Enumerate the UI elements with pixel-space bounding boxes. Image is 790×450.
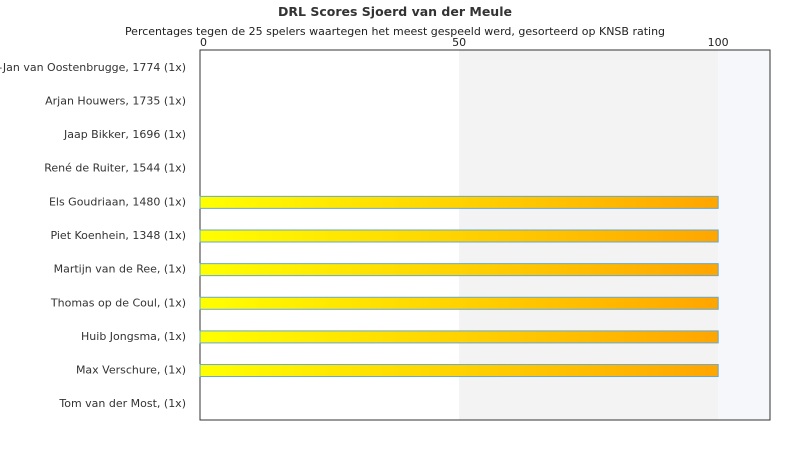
category-label: Martijn van de Ree, (1x) bbox=[54, 263, 186, 276]
bar bbox=[199, 330, 719, 344]
category-label: Bert-Jan van Oostenbrugge, 1774 (1x) bbox=[0, 61, 186, 74]
category-label: Els Goudriaan, 1480 (1x) bbox=[49, 195, 186, 208]
category-label: Huib Jongsma, (1x) bbox=[81, 330, 186, 343]
category-label: Jaap Bikker, 1696 (1x) bbox=[63, 128, 186, 141]
x-tick-label: 100 bbox=[708, 36, 729, 49]
category-label: Arjan Houwers, 1735 (1x) bbox=[45, 94, 186, 107]
chart-title: DRL Scores Sjoerd van der Meule bbox=[278, 4, 512, 19]
bar bbox=[199, 195, 719, 209]
plot-band-1 bbox=[718, 50, 770, 420]
bar bbox=[199, 364, 719, 378]
category-label: Tom van der Most, (1x) bbox=[58, 397, 186, 410]
x-tick-label: 0 bbox=[200, 36, 207, 49]
category-label: Max Verschure, (1x) bbox=[76, 364, 186, 377]
bar bbox=[199, 296, 719, 310]
category-label: Piet Koenhein, 1348 (1x) bbox=[50, 229, 186, 242]
x-tick-label: 50 bbox=[452, 36, 466, 49]
bar bbox=[199, 263, 719, 277]
category-label: Thomas op de Coul, (1x) bbox=[50, 296, 186, 309]
category-label: René de Ruiter, 1544 (1x) bbox=[44, 162, 186, 175]
bar bbox=[199, 229, 719, 243]
chart-subtitle: Percentages tegen de 25 spelers waartege… bbox=[124, 25, 666, 38]
